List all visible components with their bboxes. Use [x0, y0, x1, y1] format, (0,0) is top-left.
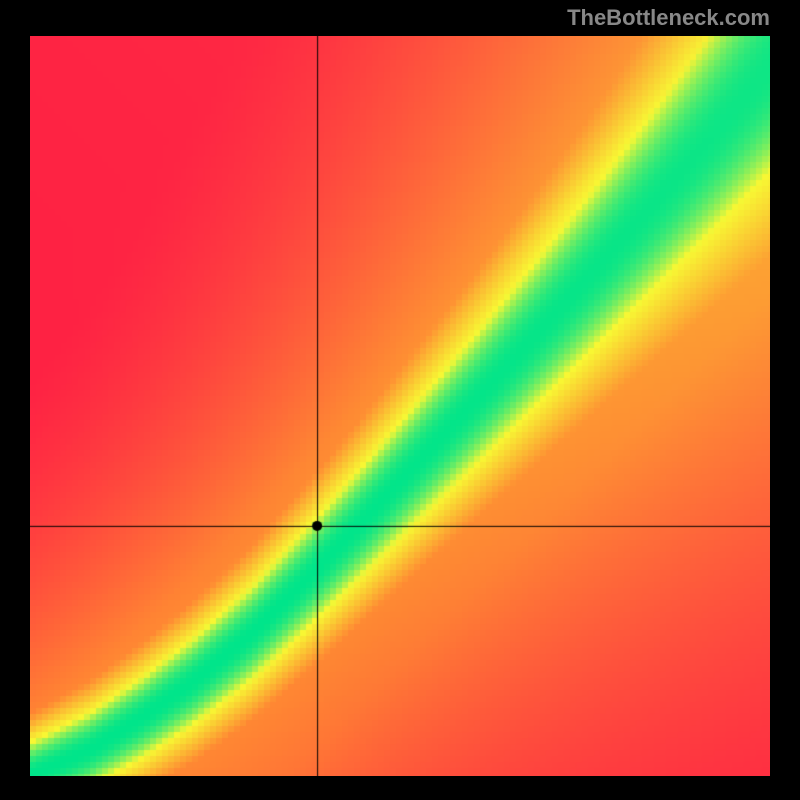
heatmap-canvas — [30, 36, 770, 776]
heatmap-chart — [27, 33, 773, 779]
watermark-text: TheBottleneck.com — [0, 0, 800, 31]
